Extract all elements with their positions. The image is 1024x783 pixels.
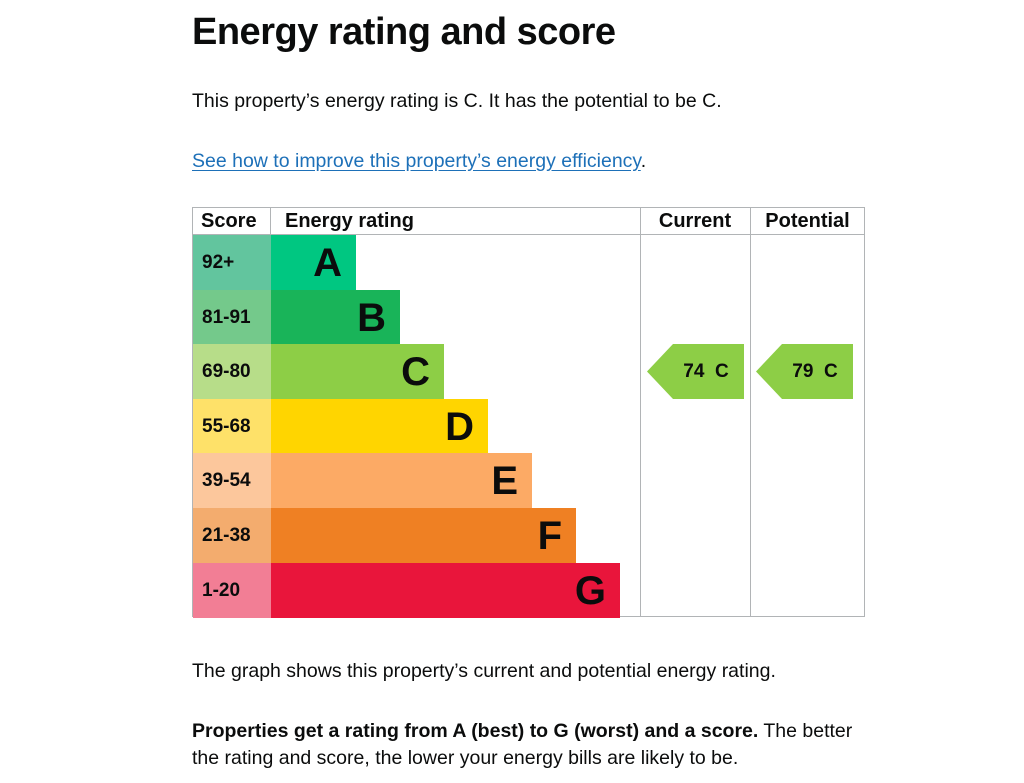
- header-divider: [193, 234, 864, 235]
- rating-explanation: Properties get a rating from A (best) to…: [192, 718, 872, 772]
- current-rating-label: 74 C: [683, 361, 729, 382]
- improve-efficiency-link[interactable]: See how to improve this property’s energ…: [192, 150, 641, 172]
- band-score-d: 55-68: [193, 399, 271, 454]
- link-suffix: .: [640, 150, 647, 172]
- band-score-g: 1-20: [193, 563, 271, 618]
- band-bar-b: B: [271, 290, 400, 345]
- band-score-c: 69-80: [193, 344, 271, 399]
- current-arrow-shape: [647, 344, 744, 399]
- potential-rating-arrow: 79 C: [756, 344, 853, 399]
- band-bar-g: G: [271, 563, 620, 618]
- band-bar-e: E: [271, 453, 532, 508]
- divider-current: [750, 208, 751, 616]
- rating-explanation-rest: The better the rating and score, the low…: [192, 720, 853, 769]
- current-rating-arrow: 74 C: [647, 344, 744, 399]
- band-score-e: 39-54: [193, 453, 271, 508]
- divider-rating: [640, 208, 641, 616]
- graph-note: The graph shows this property’s current …: [192, 660, 776, 682]
- potential-arrow-shape: [756, 344, 853, 399]
- band-bar-d: D: [271, 399, 488, 454]
- band-bar-c: C: [271, 344, 444, 399]
- energy-rating-chart: Score Energy rating Current Potential 92…: [192, 207, 865, 618]
- energy-rating-summary: This property’s energy rating is C. It h…: [192, 90, 722, 112]
- header-current: Current: [658, 210, 732, 232]
- rating-explanation-bold: Properties get a rating from A (best) to…: [192, 720, 759, 742]
- improve-efficiency-paragraph: See how to improve this property’s energ…: [192, 148, 646, 175]
- band-score-b: 81-91: [193, 290, 271, 345]
- band-score-a: 92+: [193, 235, 271, 290]
- header-potential: Potential: [765, 210, 850, 232]
- band-bar-a: A: [271, 235, 356, 290]
- page-title: Energy rating and score: [192, 11, 616, 53]
- potential-rating-label: 79 C: [792, 361, 838, 382]
- header-energy-rating: Energy rating: [285, 210, 414, 232]
- band-bar-f: F: [271, 508, 576, 563]
- header-score: Score: [201, 210, 257, 232]
- band-score-f: 21-38: [193, 508, 271, 563]
